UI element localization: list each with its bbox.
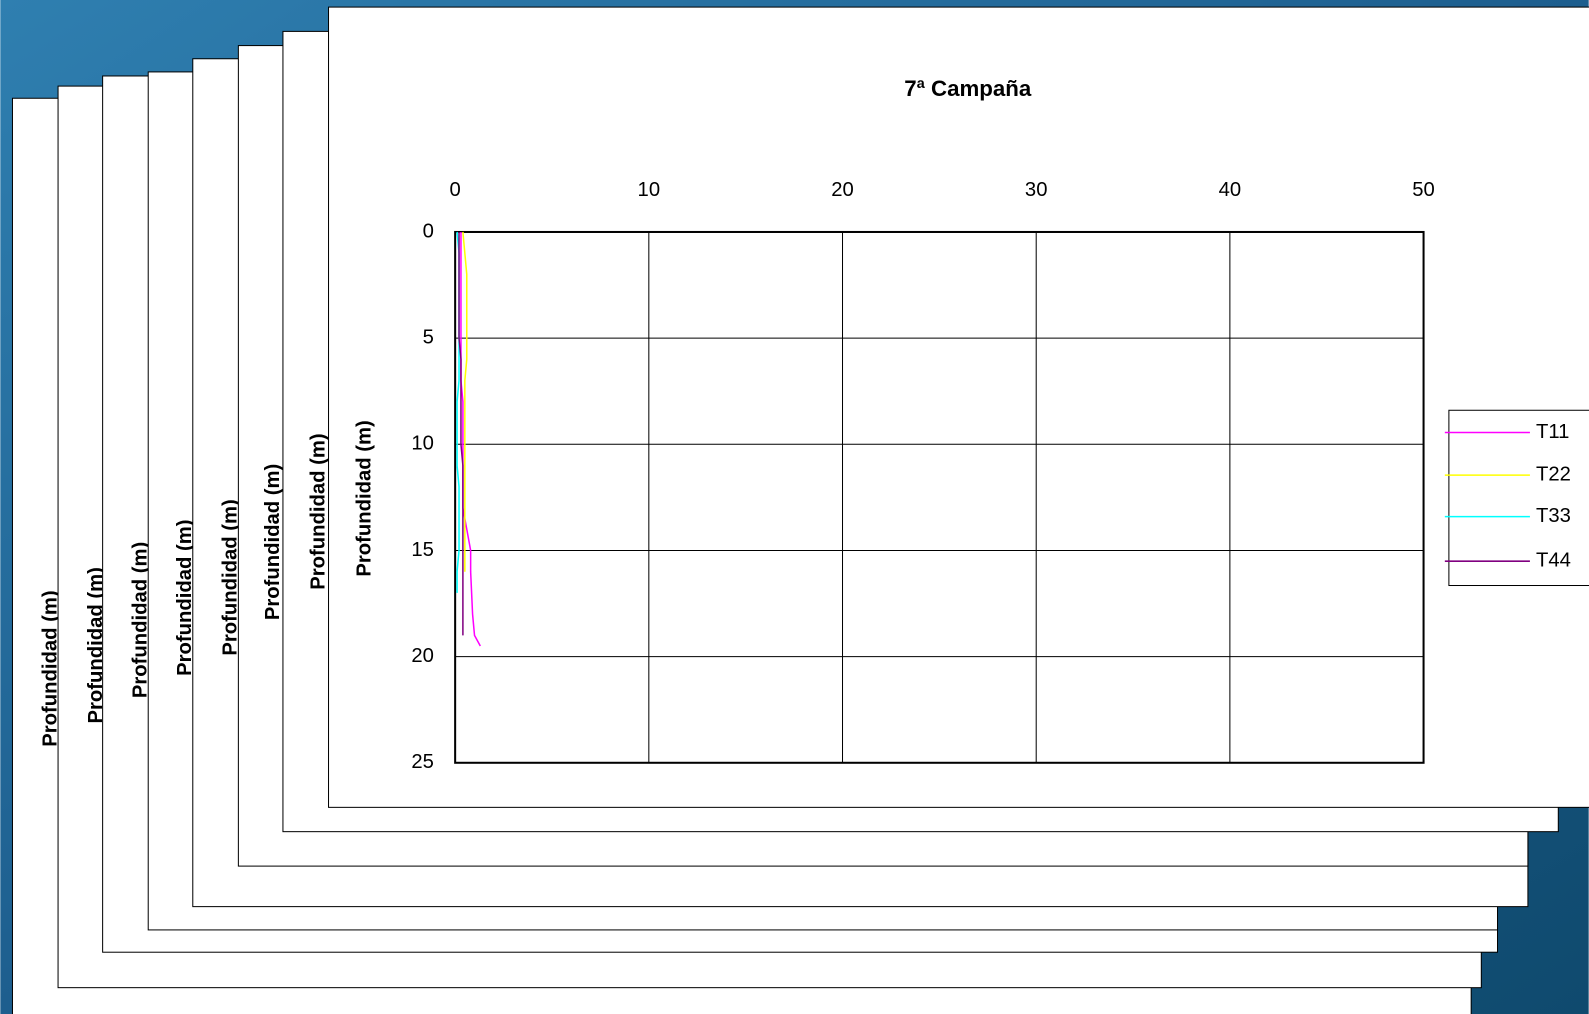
y-axis-label: Profundidad (m)	[262, 464, 284, 620]
x-tick-label: 20	[831, 179, 854, 201]
legend-label: T22	[1536, 463, 1571, 485]
legend: T11 T22 T33 T44	[1445, 410, 1589, 585]
slide: Profundidad (m) Profundidad (m) Profundida…	[0, 0, 1589, 1014]
legend-label: T44	[1536, 550, 1571, 572]
y-axis-label: Profundidad (m)	[308, 433, 330, 589]
y-axis-label: Profundidad (m)	[353, 420, 375, 576]
legend-label: T33	[1536, 505, 1571, 527]
y-tick-label: 15	[411, 539, 434, 561]
y-tick-label: 5	[423, 326, 434, 348]
x-tick-label: 40	[1219, 179, 1242, 201]
y-tick-label: 20	[411, 645, 434, 667]
x-tick-label: 30	[1025, 179, 1048, 201]
chart-title: 7ª Campaña	[904, 76, 1032, 101]
x-tick-label: 0	[450, 179, 461, 201]
y-tick-label: 10	[411, 433, 434, 455]
x-tick-label: 10	[638, 179, 661, 201]
chart-card	[329, 7, 1589, 807]
legend-label: T11	[1536, 421, 1569, 443]
x-tick-label: 50	[1412, 179, 1435, 201]
y-tick-label: 0	[423, 220, 434, 242]
page: Profundidad (m) Profundidad (m) Profundida…	[0, 0, 1589, 1014]
y-tick-label: 25	[411, 751, 434, 773]
